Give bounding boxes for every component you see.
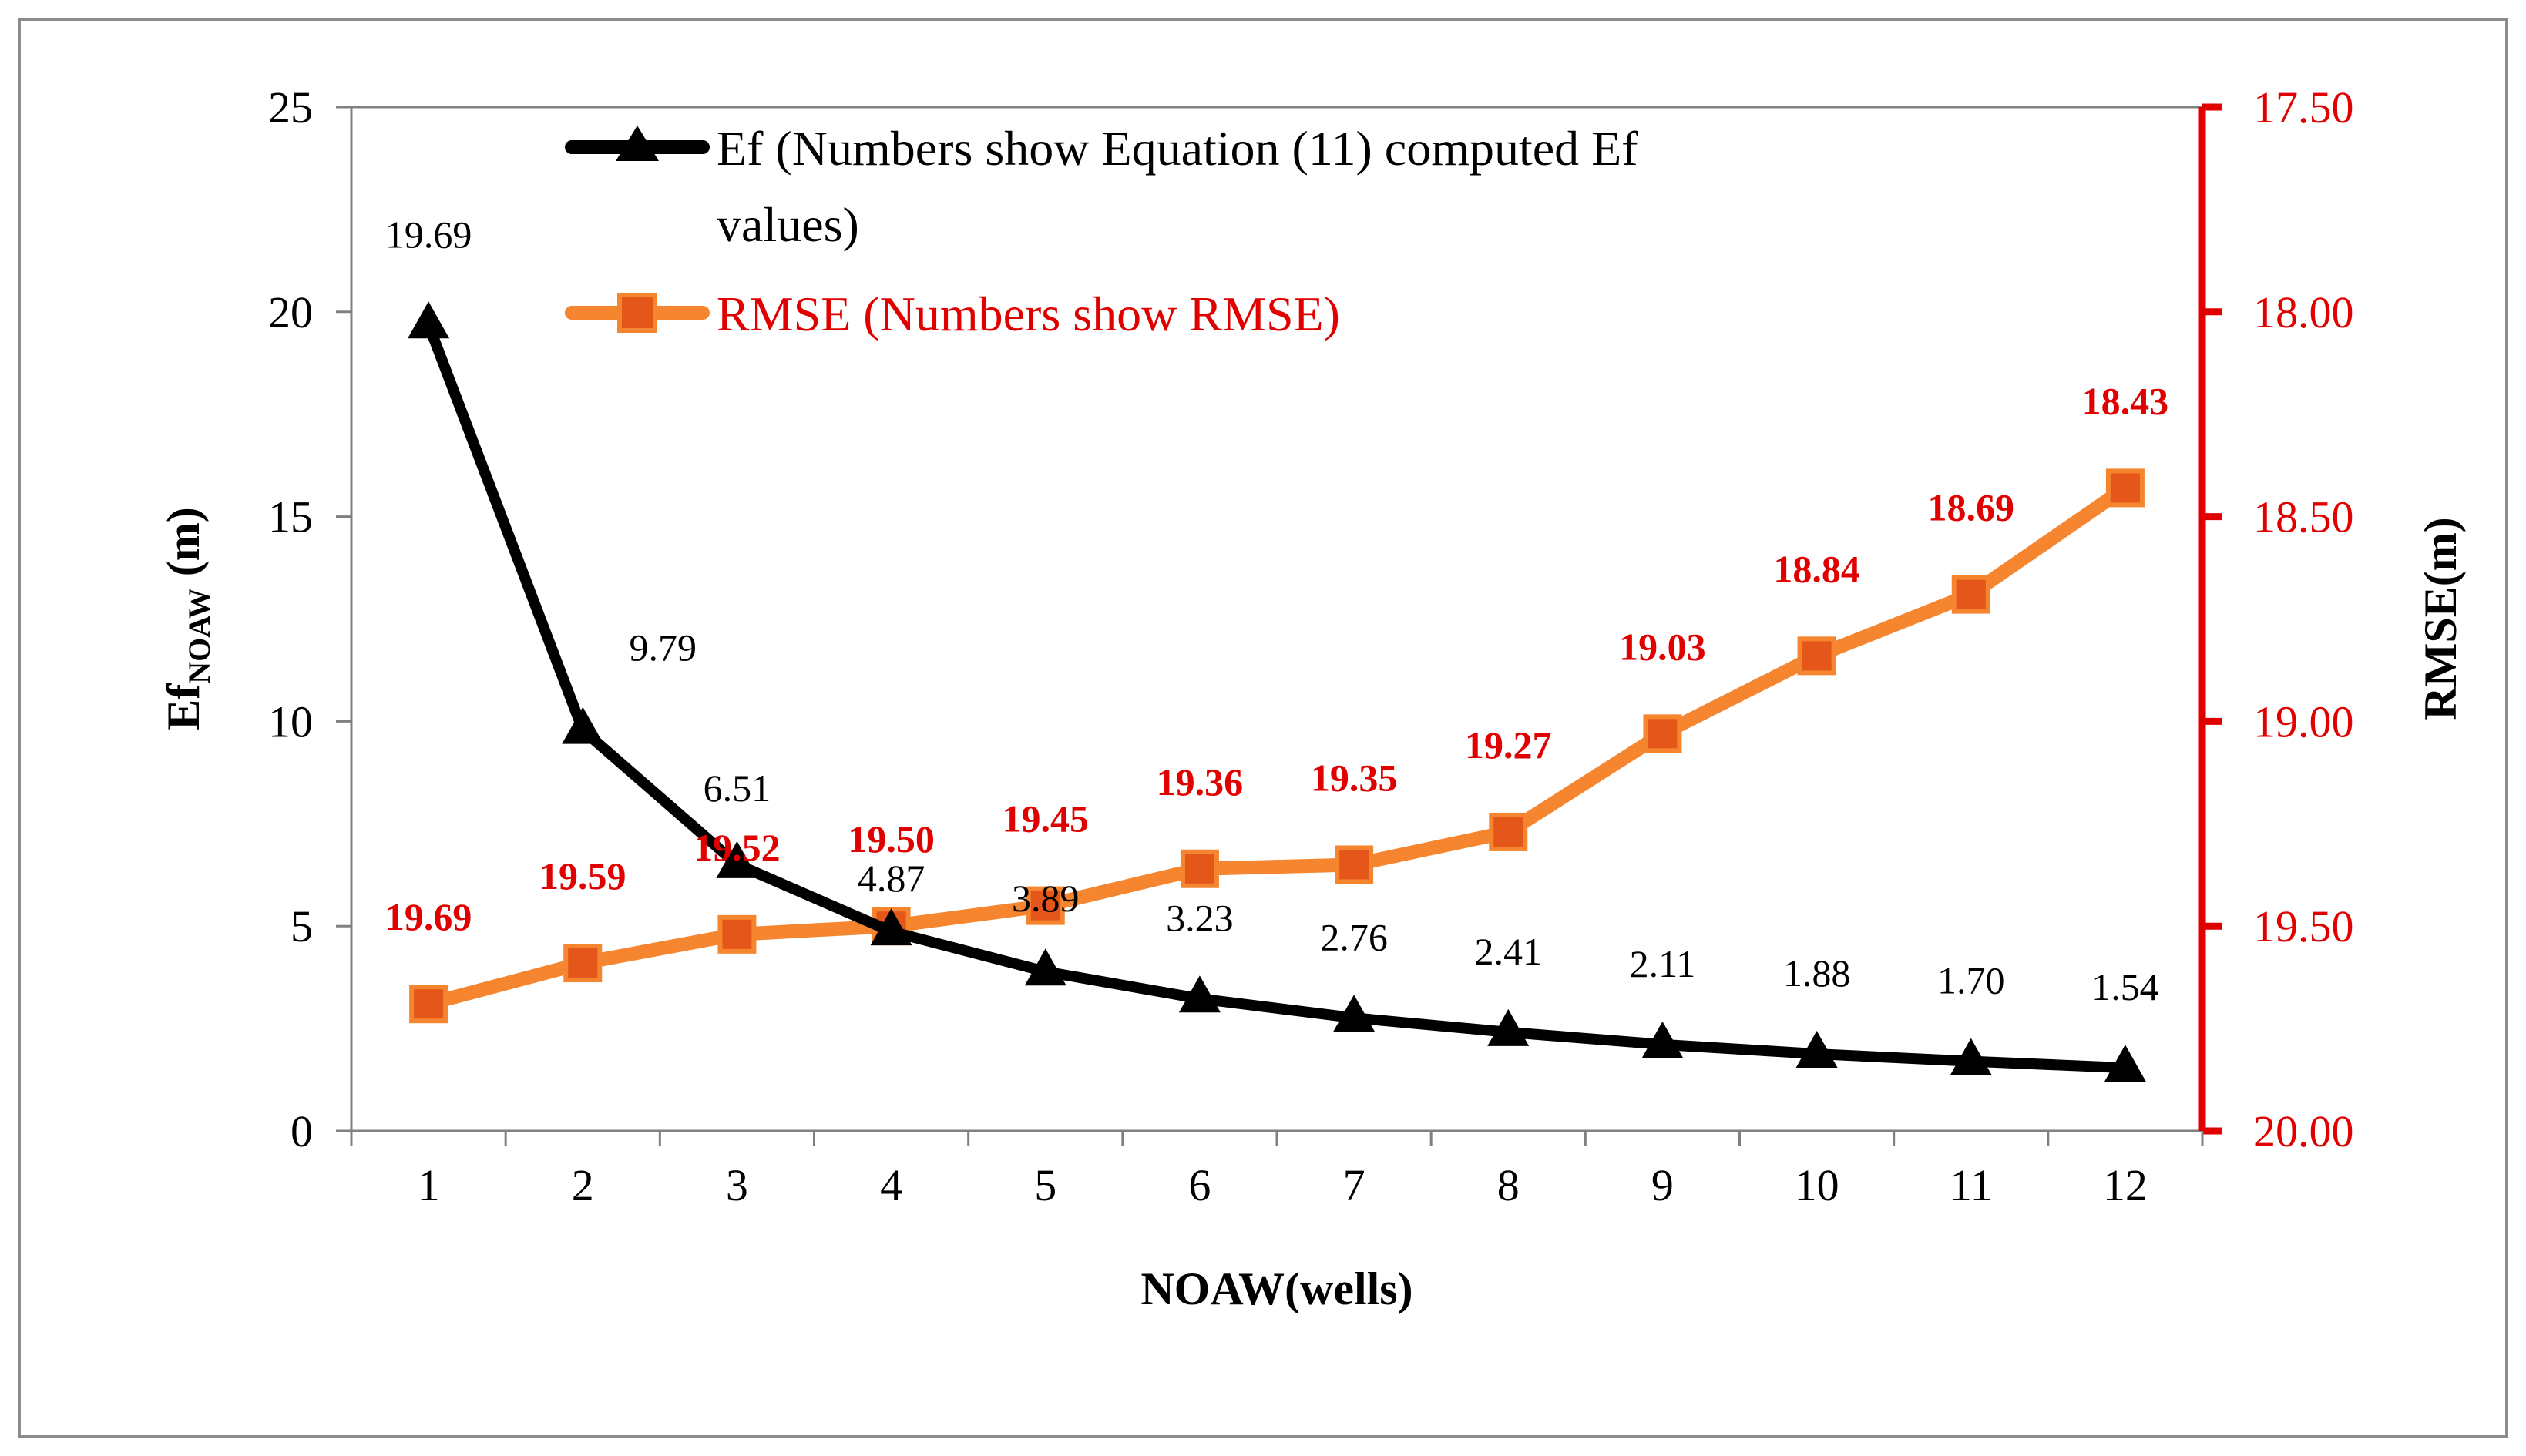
x-tick-label-6: 6 xyxy=(1188,1160,1211,1210)
y-tick-label-25: 25 xyxy=(268,82,313,133)
ef-data-label-9: 2.11 xyxy=(1630,942,1696,985)
x-tick-label-4: 4 xyxy=(880,1160,902,1210)
ef-data-label-11: 1.70 xyxy=(1937,959,2005,1002)
rmse-data-label-4: 19.50 xyxy=(848,817,935,861)
x-tick-label-12: 12 xyxy=(2103,1160,2148,1210)
x-tick-label-9: 9 xyxy=(1651,1160,1674,1210)
rmse-data-label-3: 19.52 xyxy=(694,826,781,869)
x-tick-label-10: 10 xyxy=(1795,1160,1839,1210)
rmse-point-11 xyxy=(1951,575,1990,614)
rmse-point-1 xyxy=(409,985,448,1024)
x-ticks: 1 2 3 4 5 6 7 8 9 10 11 12 xyxy=(350,1131,2204,1210)
legend-entry-ef: Ef (Numbers show Equation (11) computed … xyxy=(565,121,1638,252)
x-tick-label-2: 2 xyxy=(572,1160,594,1210)
x-tick-label-1: 1 xyxy=(418,1160,440,1210)
rmse-data-label-6: 19.36 xyxy=(1157,760,1244,803)
rmse-data-label-11: 18.69 xyxy=(1928,486,2015,529)
ef-data-label-2: 9.79 xyxy=(630,626,697,669)
ef-point-5 xyxy=(1024,948,1066,986)
x-axis-title: NOAW(wells) xyxy=(1140,1263,1412,1314)
y-tick-label-20: 20 xyxy=(268,287,313,337)
y2-tick-label-20.00: 20.00 xyxy=(2253,1106,2354,1156)
rmse-point-8 xyxy=(1489,812,1528,851)
ef-data-label-10: 1.88 xyxy=(1783,951,1851,995)
ef-point-2 xyxy=(562,706,604,744)
y-axis-title-suffix: (m) xyxy=(158,507,209,588)
legend: Ef (Numbers show Equation (11) computed … xyxy=(565,121,1638,341)
ef-data-label-4: 4.87 xyxy=(858,857,925,900)
ef-point-1 xyxy=(408,301,450,339)
y-tick-label-0: 0 xyxy=(291,1106,313,1156)
x-tick-label-7: 7 xyxy=(1343,1160,1365,1210)
y2-tick-label-18.50: 18.50 xyxy=(2253,492,2354,542)
x-tick-label-8: 8 xyxy=(1497,1160,1520,1210)
rmse-line xyxy=(426,481,2130,1011)
y2-tick-label-17.50: 17.50 xyxy=(2253,82,2354,133)
rmse-point-2 xyxy=(563,944,603,983)
y-axis-title: EfNOAW (m) xyxy=(158,507,217,730)
rmse-point-12 xyxy=(2105,468,2145,508)
rmse-data-label-12: 18.43 xyxy=(2082,379,2169,422)
rmse-data-label-10: 18.84 xyxy=(1773,547,1860,590)
right-ticks: 20.00 19.50 19.00 18.50 18.00 17.50 xyxy=(2202,82,2354,1156)
legend-ef-text-line2: values) xyxy=(717,197,859,252)
ef-point-7 xyxy=(1333,995,1376,1032)
y-axis-title-main: Ef xyxy=(158,683,209,730)
ef-data-label-8: 2.41 xyxy=(1475,930,1543,973)
y2-axis-title: RMSE(m) xyxy=(2415,517,2466,720)
rmse-data-label-8: 19.27 xyxy=(1465,723,1552,767)
rmse-data-labels: 19.69 19.59 19.52 19.50 19.45 19.36 19.35 19.27… xyxy=(385,379,2168,938)
rmse-data-label-2: 19.59 xyxy=(539,854,626,897)
ef-point-6 xyxy=(1178,975,1221,1013)
ef-point-11 xyxy=(1950,1038,1992,1075)
rmse-point-6 xyxy=(1180,849,1219,888)
ef-point-8 xyxy=(1487,1008,1530,1046)
legend-entry-rmse: RMSE (Numbers show RMSE) xyxy=(565,287,1340,341)
ef-point-9 xyxy=(1641,1021,1684,1058)
ef-series xyxy=(408,301,2146,1082)
legend-rmse-text: RMSE (Numbers show RMSE) xyxy=(717,287,1340,341)
y2-tick-label-18.00: 18.00 xyxy=(2253,287,2354,337)
ef-point-4 xyxy=(870,908,912,946)
rmse-data-label-9: 19.03 xyxy=(1619,625,1706,668)
rmse-point-9 xyxy=(1643,714,1682,753)
rmse-series xyxy=(409,468,2145,1024)
ef-data-label-7: 2.76 xyxy=(1320,915,1388,958)
ef-line xyxy=(423,322,2126,1074)
ef-data-label-3: 6.51 xyxy=(704,767,771,810)
rmse-point-3 xyxy=(717,914,757,954)
legend-ef-marker xyxy=(616,126,659,161)
rmse-point-10 xyxy=(1797,636,1836,676)
rmse-data-label-1: 19.69 xyxy=(385,895,472,938)
y-axis-title-subscript: NOAW xyxy=(182,588,217,683)
ef-point-12 xyxy=(2104,1045,2146,1082)
y-tick-label-15: 15 xyxy=(268,492,313,542)
rmse-data-label-7: 19.35 xyxy=(1311,756,1398,799)
left-ticks: 0 5 10 15 20 25 xyxy=(268,82,351,1156)
rmse-data-label-5: 19.45 xyxy=(1003,797,1090,840)
y-tick-label-5: 5 xyxy=(291,901,313,951)
legend-rmse-marker xyxy=(617,293,657,333)
legend-ef-text-line1: Ef (Numbers show Equation (11) computed … xyxy=(717,121,1638,176)
rmse-point-5 xyxy=(1026,886,1065,925)
y-tick-label-10: 10 xyxy=(268,696,313,746)
ef-data-label-1: 19.69 xyxy=(385,213,472,256)
y2-tick-label-19.00: 19.00 xyxy=(2253,696,2354,746)
rmse-point-7 xyxy=(1335,845,1374,884)
ef-point-3 xyxy=(716,840,758,878)
ef-point-10 xyxy=(1795,1031,1838,1069)
ef-data-labels: 19.69 9.79 6.51 4.87 3.89 3.23 2.76 2.41 2.11 1.8… xyxy=(385,213,2159,1008)
ef-data-label-6: 3.23 xyxy=(1166,896,1234,939)
x-tick-label-11: 11 xyxy=(1950,1160,1993,1210)
y2-tick-label-19.50: 19.50 xyxy=(2253,901,2354,951)
x-tick-label-5: 5 xyxy=(1034,1160,1056,1210)
chart-frame xyxy=(18,18,2508,1438)
ef-data-label-5: 3.89 xyxy=(1012,877,1080,920)
ef-data-label-12: 1.54 xyxy=(2091,965,2159,1008)
x-tick-label-3: 3 xyxy=(726,1160,748,1210)
